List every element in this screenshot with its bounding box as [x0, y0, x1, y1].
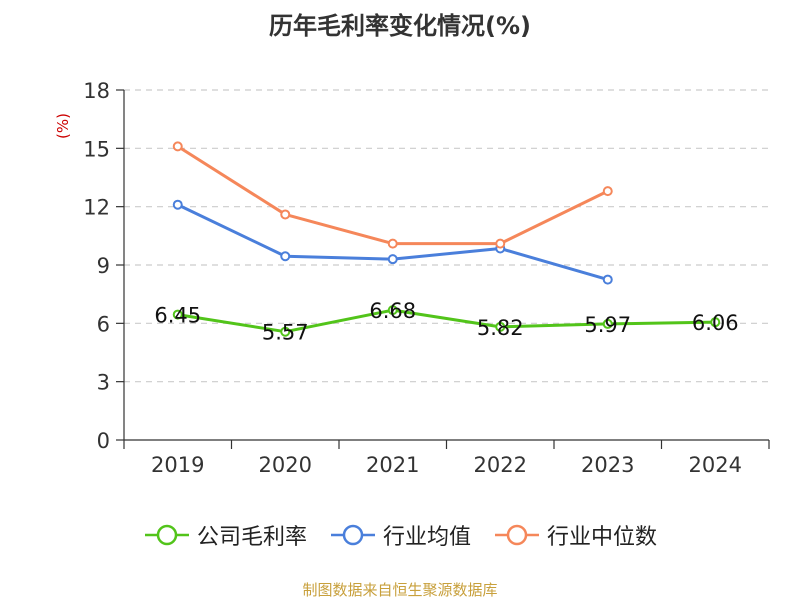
legend-item-0[interactable]: 公司毛利率: [143, 519, 307, 551]
legend: 公司毛利率 行业均值 行业中位数: [0, 519, 800, 551]
y-tick-label: 15: [83, 137, 110, 161]
x-tick-label: 2021: [366, 453, 419, 477]
data-point[interactable]: [172, 309, 183, 320]
y-tick-label: 9: [97, 254, 110, 278]
data-point[interactable]: [280, 251, 291, 262]
legend-item-1[interactable]: 行业均值: [329, 519, 471, 551]
data-point[interactable]: [280, 209, 291, 220]
legend-label-2: 行业中位数: [547, 525, 658, 550]
y-axis-label: (%): [54, 113, 72, 139]
data-point[interactable]: [495, 321, 506, 332]
legend-marker-1: [330, 524, 375, 546]
y-tick-label: 12: [83, 196, 110, 220]
axes: [116, 89, 770, 449]
grid-lines: [124, 89, 769, 383]
legend-label-0: 公司毛利率: [196, 525, 307, 550]
data-point[interactable]: [172, 141, 183, 152]
series-layer: [172, 141, 721, 337]
tick-labels: 0 3 6 9 12 15 18 2019 2020 2021 2022 2023 2024: [83, 79, 742, 477]
legend-item-2[interactable]: 行业中位数: [493, 519, 657, 551]
data-point[interactable]: [602, 186, 613, 197]
legend-label-1: 行业均值: [382, 525, 471, 550]
y-tick-label: 3: [97, 371, 110, 395]
y-tick-label: 18: [83, 79, 110, 103]
y-tick-label: 6: [97, 312, 110, 336]
data-label: 5.82: [477, 316, 524, 340]
data-point[interactable]: [387, 305, 398, 316]
x-tick-label: 2020: [259, 453, 312, 477]
series-line-0: [177, 308, 716, 334]
chart-title: 历年毛利率变化情况(%): [269, 12, 531, 40]
data-point[interactable]: [172, 199, 183, 210]
legend-marker-2: [495, 524, 539, 546]
data-point[interactable]: [602, 274, 613, 285]
legend-marker-0: [144, 524, 189, 546]
x-tick-label: 2023: [581, 453, 634, 477]
series-line-2: [176, 145, 609, 246]
data-label: 6.45: [154, 304, 201, 328]
data-label: 5.57: [262, 321, 309, 345]
data-point[interactable]: [495, 238, 506, 249]
data-point[interactable]: [710, 317, 721, 328]
data-label: 5.97: [584, 313, 631, 337]
data-point[interactable]: [387, 254, 398, 265]
data-source-note: 制图数据来自恒生聚源数据库: [302, 581, 498, 599]
x-tick-label: 2019: [151, 453, 204, 477]
x-tick-label: 2024: [689, 453, 742, 477]
data-label: 6.06: [692, 311, 739, 335]
data-label: 6.68: [369, 299, 416, 323]
x-tick-label: 2022: [474, 453, 527, 477]
data-labels: 6.45 5.57 6.68 5.82 5.97 6.06: [154, 299, 738, 345]
data-point[interactable]: [280, 326, 291, 337]
y-tick-label: 0: [97, 429, 110, 453]
data-point[interactable]: [602, 318, 613, 329]
data-point[interactable]: [387, 238, 398, 249]
